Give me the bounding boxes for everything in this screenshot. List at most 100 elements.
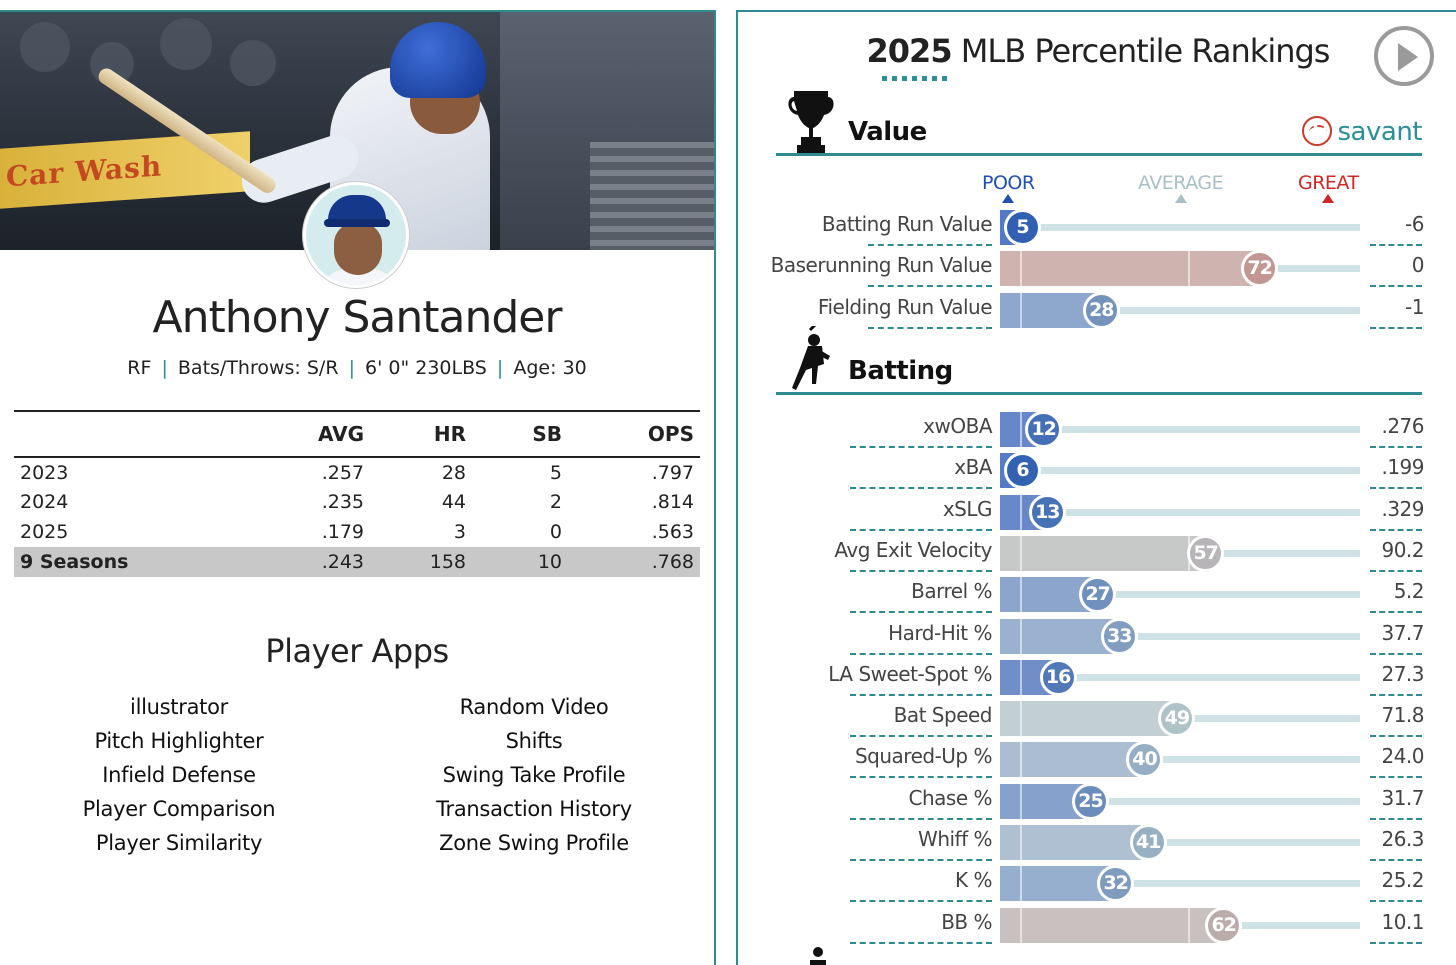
row-divider: [1370, 528, 1422, 531]
row-divider: [850, 652, 992, 655]
next-section-icon: [810, 947, 826, 965]
percentile-bar: [1000, 251, 1260, 287]
metric-value: 25.2: [1381, 868, 1424, 893]
hr-cell: 28: [441, 461, 466, 484]
metric-name: Bat Speed: [893, 703, 993, 728]
caret-up-icon: [1002, 194, 1015, 203]
percentile-track: [1000, 467, 1360, 475]
row-divider: [850, 776, 992, 779]
metric-name: xBA: [954, 455, 992, 480]
row-divider: [850, 693, 992, 696]
percentile-bar: [1000, 618, 1119, 654]
metric-row: Whiff % 41 26.3: [738, 823, 1456, 864]
metric-value: .329: [1381, 496, 1424, 521]
avatar: [303, 182, 409, 288]
table-row: 2024 .235 44 2 .814: [14, 487, 700, 517]
bar-tick: [1020, 535, 1022, 571]
scale-great-label: GREAT: [1298, 172, 1359, 203]
bar-tick: [1020, 866, 1022, 902]
percentile-badge: 72: [1241, 250, 1279, 288]
metric-name: Barrel %: [911, 579, 992, 604]
percentile-badge: 12: [1025, 411, 1063, 448]
row-divider: [1370, 693, 1422, 696]
player-apps-title: Player Apps: [265, 632, 449, 670]
metric-row: Hard-Hit % 33 37.7: [738, 617, 1456, 658]
app-link-shifts[interactable]: Shifts: [505, 729, 563, 753]
app-link-illustrator[interactable]: illustrator: [130, 695, 228, 719]
scale-great-text: GREAT: [1298, 172, 1359, 194]
bar-tick: [1020, 701, 1022, 737]
ops-cell: .768: [562, 547, 700, 577]
career-total-row: 9 Seasons .243 158 10 .768: [14, 547, 700, 577]
app-link-swing-take-profile[interactable]: Swing Take Profile: [442, 763, 626, 787]
savant-label: savant: [1337, 117, 1423, 147]
player-apps-right-column: Random Video Shifts Swing Take Profile T…: [369, 690, 699, 860]
season-cell: 9 Seasons: [14, 547, 266, 577]
app-link-zone-swing-profile[interactable]: Zone Swing Profile: [439, 831, 629, 855]
row-divider: [1370, 487, 1422, 490]
app-link-infield-defense[interactable]: Infield Defense: [102, 763, 256, 787]
bar-tick: [1188, 251, 1190, 287]
sb-cell: 10: [466, 547, 562, 577]
metric-name: Squared-Up %: [854, 744, 993, 769]
metric-value: .199: [1381, 455, 1424, 480]
app-link-pitch-highlighter[interactable]: Pitch Highlighter: [94, 729, 264, 753]
percentile-track: [1000, 797, 1360, 805]
metric-value: 90.2: [1381, 537, 1424, 562]
stats-header-season: [14, 410, 266, 458]
percentile-bar: [1000, 866, 1116, 902]
bar-tick: [1020, 292, 1022, 328]
season-cell: 2023: [20, 461, 69, 484]
row-divider: [868, 326, 992, 329]
metric-value: -1: [1405, 294, 1424, 319]
app-link-transaction-history[interactable]: Transaction History: [436, 797, 632, 821]
hr-cell: 3: [453, 521, 466, 543]
bar-tick: [1020, 907, 1022, 943]
percentile-badge: 49: [1158, 700, 1196, 738]
percentile-bar: [1000, 701, 1177, 737]
stats-header-hr: HR: [364, 410, 466, 458]
rankings-title-text: MLB Percentile Rankings: [951, 32, 1331, 70]
metric-row: Avg Exit Velocity 57 90.2: [738, 534, 1456, 575]
metric-name: K %: [955, 868, 992, 893]
metric-row: Batting Run Value 5 -6: [738, 208, 1456, 249]
metric-row: Baserunning Run Value 72 0: [738, 249, 1456, 290]
metric-row: xBA 6 .199: [738, 451, 1456, 492]
baseball-icon: [1301, 116, 1332, 146]
play-button[interactable]: [1374, 26, 1434, 86]
metric-name: xwOBA: [923, 414, 992, 438]
percentile-badge: 6: [1004, 452, 1041, 490]
metric-value: 5.2: [1393, 579, 1425, 604]
trophy-icon: [788, 91, 834, 153]
bar-tick: [1020, 825, 1022, 860]
app-link-random-video[interactable]: Random Video: [459, 695, 609, 719]
savant-link[interactable]: savant: [1301, 116, 1423, 147]
percentile-badge: 27: [1079, 576, 1117, 614]
bar-tick: [1020, 251, 1022, 287]
percentile-track: [1000, 756, 1360, 764]
row-divider: [868, 285, 992, 288]
percentile-track: [1000, 839, 1360, 846]
rankings-title-year: 2025: [866, 32, 953, 70]
metric-value: 27.3: [1381, 661, 1424, 686]
stats-header-sb: SB: [466, 410, 562, 458]
bar-tick: [1020, 742, 1022, 778]
stats-header-avg: AVG: [266, 410, 364, 458]
percentile-track: [1000, 426, 1360, 433]
stats-header-ops: OPS: [562, 410, 700, 458]
percentile-badge: 5: [1004, 209, 1041, 246]
metric-name: xSLG: [942, 496, 993, 521]
metric-row: Fielding Run Value 28 -1: [738, 291, 1456, 332]
metric-value: 31.7: [1381, 785, 1424, 810]
season-cell: 2025: [20, 521, 69, 543]
ops-cell: .563: [651, 521, 694, 543]
app-link-player-comparison[interactable]: Player Comparison: [82, 797, 276, 821]
app-link-player-similarity[interactable]: Player Similarity: [95, 831, 263, 855]
player-age: Age: 30: [513, 357, 587, 379]
percentile-badge: 13: [1028, 493, 1066, 531]
row-divider: [1370, 326, 1422, 329]
player-card: Car Wash Anthony Santander RF | Bats/Thr…: [0, 10, 716, 965]
percentile-track: [1000, 632, 1360, 640]
meta-separator: |: [496, 357, 504, 379]
percentile-badge: 57: [1187, 534, 1225, 572]
